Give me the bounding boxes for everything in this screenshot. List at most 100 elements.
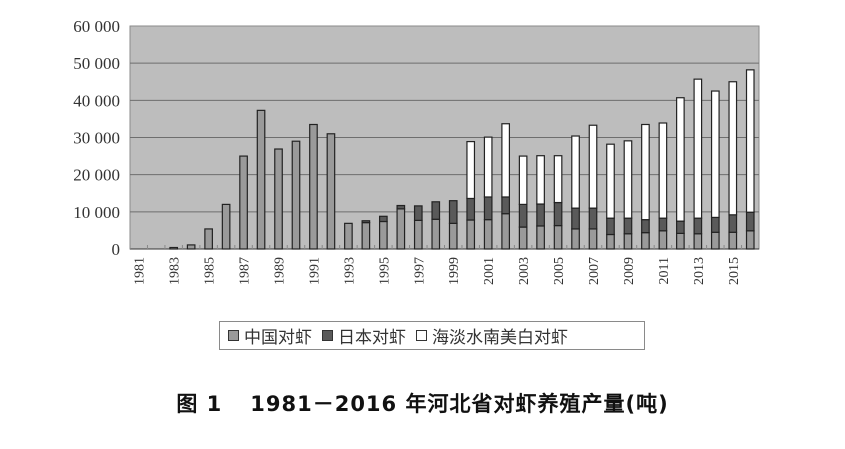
- bar-segment: [606, 143, 615, 219]
- bar-segment: [221, 203, 231, 250]
- figure-number: 图 1: [176, 392, 223, 416]
- bar-segment: [641, 219, 650, 234]
- bar-segment: [658, 122, 668, 219]
- x-tick-label: 1981: [133, 257, 148, 285]
- legend: 中国对虾 日本对虾 海淡水南美白对虾: [219, 321, 645, 350]
- bar-segment: [710, 216, 720, 233]
- bar-segment: [309, 123, 318, 250]
- bar-segment: [693, 233, 703, 250]
- legend-label: 中国对虾: [244, 328, 312, 348]
- legend-swatch-icon: [322, 330, 333, 341]
- chart-canvas: 60 000 50 000 40 000 30 000 20 000 10 000 0 19…: [73, 17, 760, 285]
- y-axis-labels: 60 000 50 000 40 000 30 000 20 000 10 000 0: [73, 17, 120, 259]
- bar-segment: [641, 123, 650, 221]
- bar-segment: [728, 81, 738, 216]
- bar-segment: [256, 109, 266, 250]
- bar-segment: [204, 228, 213, 250]
- bar-segment: [186, 244, 196, 250]
- bar-segment: [466, 197, 476, 221]
- bar-segment: [518, 155, 528, 205]
- bar-segment: [466, 140, 476, 200]
- bar-segment: [553, 201, 563, 227]
- bar-segment: [396, 208, 406, 250]
- y-tick-label: 50 000: [73, 54, 120, 73]
- gridlines: [129, 62, 759, 250]
- legend-item-japanese-shrimp: 日本对虾: [322, 323, 406, 348]
- bar-segment: [623, 140, 633, 219]
- bar-segment: [676, 232, 685, 250]
- bar-segment: [588, 207, 598, 230]
- bar-segment: [536, 203, 545, 227]
- x-tick-label: 2015: [727, 257, 742, 285]
- bar-series: [169, 69, 755, 250]
- bar-segment: [431, 201, 441, 220]
- bar-segment: [378, 215, 388, 223]
- bar-segment: [745, 69, 755, 213]
- x-tick-label: 2003: [517, 257, 532, 285]
- bar-segment: [518, 203, 528, 228]
- legend-item-whiteleg-shrimp: 海淡水南美白对虾: [416, 323, 568, 348]
- bar-segment: [710, 90, 720, 219]
- bar-segment: [326, 133, 336, 250]
- bar-segment: [693, 217, 703, 235]
- bar-segment: [676, 220, 685, 234]
- bar-segment: [710, 231, 720, 250]
- bar-segment: [606, 233, 615, 250]
- x-tick-label: 2011: [657, 257, 672, 284]
- bar-segment: [466, 219, 476, 250]
- x-tick-label: 1995: [377, 257, 392, 285]
- x-tick-label: 1991: [307, 257, 322, 285]
- x-tick-label: 1993: [342, 257, 357, 285]
- bar-segment: [693, 78, 703, 219]
- figure-caption: 图 1 1981－2016 年河北省对虾养殖产量(吨): [0, 388, 845, 418]
- y-tick-label: 40 000: [73, 91, 120, 110]
- y-tick-label: 60 000: [73, 17, 120, 36]
- bar-segment: [413, 205, 423, 221]
- bar-segment: [396, 204, 406, 210]
- bar-segment: [553, 224, 563, 250]
- bar-segment: [483, 219, 493, 250]
- bar-segment: [553, 155, 563, 204]
- bar-segment: [483, 196, 493, 221]
- bar-segment: [501, 213, 511, 250]
- bar-segment: [501, 196, 511, 215]
- bar-segment: [239, 155, 248, 250]
- y-tick-label: 10 000: [73, 203, 120, 222]
- legend-label: 海淡水南美白对虾: [432, 328, 568, 348]
- bar-segment: [728, 214, 738, 233]
- bar-segment: [623, 217, 633, 235]
- y-tick-label: 20 000: [73, 166, 120, 185]
- x-tick-label: 1983: [168, 257, 183, 285]
- x-tick-label: 2005: [552, 257, 567, 285]
- x-tick-label: 2001: [482, 257, 497, 285]
- bar-segment: [588, 228, 598, 250]
- bar-segment: [728, 231, 738, 250]
- bar-segment: [571, 207, 580, 230]
- bar-segment: [536, 155, 545, 205]
- x-tick-label: 1999: [447, 257, 462, 285]
- bar-segment: [658, 230, 668, 250]
- y-tick-label: 0: [112, 240, 121, 259]
- x-tick-label: 1985: [203, 257, 218, 285]
- bar-segment: [588, 124, 598, 209]
- bar-segment: [518, 226, 528, 250]
- bar-segment: [431, 218, 441, 250]
- x-axis-labels: 1981 1983 1985 1987 1989 1991 1993 1995 1997 1999…: [133, 257, 742, 285]
- bar-segment: [361, 220, 371, 224]
- x-tick-label: 1987: [238, 257, 253, 285]
- bar-segment: [274, 148, 283, 250]
- bar-segment: [378, 220, 388, 250]
- bar-segment: [344, 222, 353, 250]
- bar-segment: [571, 135, 580, 209]
- x-tick-label: 2009: [622, 257, 637, 285]
- bar-segment: [606, 217, 615, 236]
- bar-segment: [536, 225, 545, 250]
- x-tick-label: 1989: [273, 257, 288, 285]
- bar-segment: [641, 232, 650, 250]
- bar-segment: [483, 136, 493, 198]
- bar-segment: [291, 140, 301, 250]
- bar-segment: [361, 222, 371, 250]
- bar-segment: [571, 228, 580, 250]
- bar-segment: [413, 219, 423, 250]
- x-tick-label: 2007: [587, 257, 602, 285]
